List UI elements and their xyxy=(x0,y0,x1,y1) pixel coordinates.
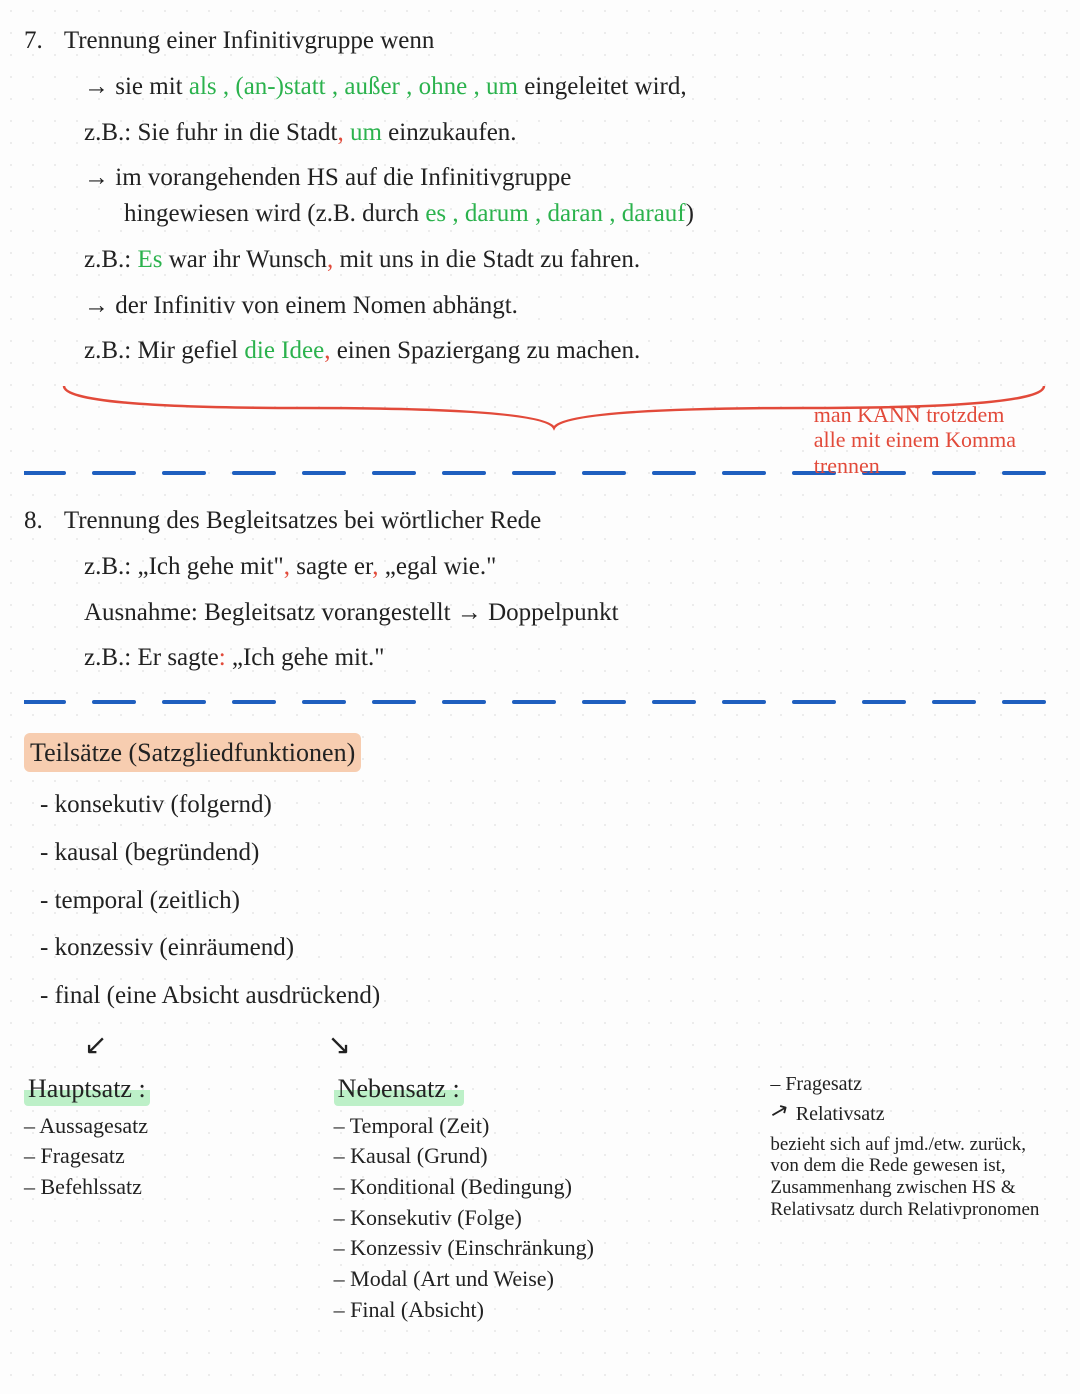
um-green: um xyxy=(350,119,382,146)
rule8-title: Trennung des Begleitsatzes bei wörtliche… xyxy=(64,507,541,534)
rule7-number: 7. xyxy=(24,24,58,58)
rule7-ex2: z.B.: Es war ihr Wunsch, mit uns in die … xyxy=(84,243,1056,277)
text: mit uns in die Stadt zu fahren. xyxy=(339,246,640,273)
rule8-number: 8. xyxy=(24,504,58,538)
note-line: alle mit einem Komma xyxy=(814,427,1016,452)
list-item: – Final (Absicht) xyxy=(334,1295,747,1325)
arrow-right-icon: ↘ xyxy=(327,1027,350,1065)
list-item: – Befehlssatz xyxy=(24,1172,310,1202)
text: im vorangehenden HS auf die Infinitivgru… xyxy=(115,164,571,191)
text: einzukaufen. xyxy=(382,119,517,146)
text: Ausnahme: Begleitsatz vorangestellt → Do… xyxy=(84,599,619,626)
text: „egal wie." xyxy=(385,553,497,580)
text: ) xyxy=(686,200,694,227)
text: Relativsatz xyxy=(796,1103,885,1125)
list-item: – Aussagesatz xyxy=(24,1111,310,1141)
keywords-green: als , (an-)statt , außer , ohne , um xyxy=(189,73,518,100)
list-item: – Fragesatz xyxy=(24,1141,310,1171)
text: z.B.: Mir gefiel xyxy=(84,337,244,364)
columns: Hauptsatz : – Aussagesatz – Fragesatz – … xyxy=(24,1071,1056,1326)
comma-red: , xyxy=(337,119,350,146)
text: „Ich gehe mit." xyxy=(232,644,385,671)
teilsaetze-title: Teilsätze (Satzgliedfunktionen) xyxy=(24,733,361,772)
list-item: - temporal (zeitlich) xyxy=(40,884,1056,918)
rule7-cond3: der Infinitiv von einem Nomen abhängt. xyxy=(84,289,1056,323)
rule8-exception: Ausnahme: Begleitsatz vorangestellt → Do… xyxy=(84,596,1056,630)
list-item: - konsekutiv (folgernd) xyxy=(40,788,1056,822)
list-item: – Temporal (Zeit) xyxy=(334,1111,747,1141)
rightcol: – Fragesatz ↗ Relativsatz bezieht sich a… xyxy=(770,1071,1056,1326)
hauptsatz-col: Hauptsatz : – Aussagesatz – Fragesatz – … xyxy=(24,1071,310,1326)
brace-annotation: man KANN trotzdem alle mit einem Komma t… xyxy=(24,380,1056,450)
rightcol-l2: ↗ Relativsatz xyxy=(770,1098,1056,1128)
hauptsatz-title: Hauptsatz : xyxy=(24,1071,150,1106)
rule8-ex2: z.B.: Er sagte: „Ich gehe mit." xyxy=(84,641,1056,675)
text: z.B.: „Ich gehe mit" xyxy=(84,553,284,580)
rule7-ex1: z.B.: Sie fuhr in die Stadt, um einzukau… xyxy=(84,116,1056,150)
text: der Infinitiv von einem Nomen abhängt. xyxy=(115,292,518,319)
note-line: man KANN trotzdem xyxy=(814,402,1016,427)
list-item: - kausal (begründend) xyxy=(40,836,1056,870)
es-green: Es xyxy=(137,246,162,273)
text: z.B.: Sie fuhr in die Stadt xyxy=(84,119,337,146)
text: einen Spaziergang zu machen. xyxy=(337,337,641,364)
text: eingeleitet wird, xyxy=(524,73,686,100)
rule8-heading: 8. Trennung des Begleitsatzes bei wörtli… xyxy=(24,504,1056,538)
text: sagte er xyxy=(296,553,372,580)
down-arrows: ↙ ↘ xyxy=(84,1027,1056,1065)
list-item: – Modal (Art und Weise) xyxy=(334,1264,747,1294)
list-item: – Konsekutiv (Folge) xyxy=(334,1203,747,1233)
rule8-ex1: z.B.: „Ich gehe mit", sagte er, „egal wi… xyxy=(84,550,1056,584)
rule7-ex3: z.B.: Mir gefiel die Idee, einen Spazier… xyxy=(84,334,1056,368)
list-item: – Konditional (Bedingung) xyxy=(334,1172,747,1202)
note-line: trennen xyxy=(814,453,1016,478)
comma-red: , xyxy=(284,553,297,580)
colon-red: : xyxy=(219,644,232,671)
comma-red: , xyxy=(324,337,337,364)
nebensatz-col: Nebensatz : – Temporal (Zeit) – Kausal (… xyxy=(334,1071,747,1326)
list-item: – Konzessiv (Einschränkung) xyxy=(334,1233,747,1263)
text: sie mit xyxy=(115,73,189,100)
comma-red: , xyxy=(327,246,340,273)
text: war ihr Wunsch xyxy=(162,246,326,273)
rightcol-l1: – Fragesatz xyxy=(770,1071,1056,1098)
text: z.B.: Er sagte xyxy=(84,644,219,671)
relativsatz-note: bezieht sich auf jmd./etw. zurück, von d… xyxy=(770,1134,1056,1221)
list-item: - konzessiv (einräumend) xyxy=(40,931,1056,965)
brace-note: man KANN trotzdem alle mit einem Komma t… xyxy=(814,402,1016,478)
hook-arrow-icon: ↗ xyxy=(767,1094,792,1127)
list-item: – Kausal (Grund) xyxy=(334,1141,747,1171)
rule7-heading: 7. Trennung einer Infinitivgruppe wenn xyxy=(24,24,1056,58)
nebensatz-title: Nebensatz : xyxy=(334,1071,464,1106)
rule7-title: Trennung einer Infinitivgruppe wenn xyxy=(64,27,435,54)
dashed-separator xyxy=(24,687,1056,717)
teilsaetze-section: Teilsätze (Satzgliedfunktionen) - konsek… xyxy=(24,733,1056,1013)
rule7-cond2b: hingewiesen wird (z.B. durch es , darum … xyxy=(124,197,1056,231)
text: hingewiesen wird (z.B. durch xyxy=(124,200,425,227)
idee-green: die Idee xyxy=(244,337,324,364)
rule7-cond2a: im vorangehenden HS auf die Infinitivgru… xyxy=(84,161,1056,195)
comma-red: , xyxy=(372,553,385,580)
text: z.B.: xyxy=(84,246,137,273)
keywords-green: es , darum , daran , darauf xyxy=(425,200,685,227)
rule7-cond1: sie mit als , (an-)statt , außer , ohne … xyxy=(84,70,1056,104)
arrow-left-icon: ↙ xyxy=(84,1027,107,1065)
list-item: - final (eine Absicht ausdrückend) xyxy=(40,979,1056,1013)
